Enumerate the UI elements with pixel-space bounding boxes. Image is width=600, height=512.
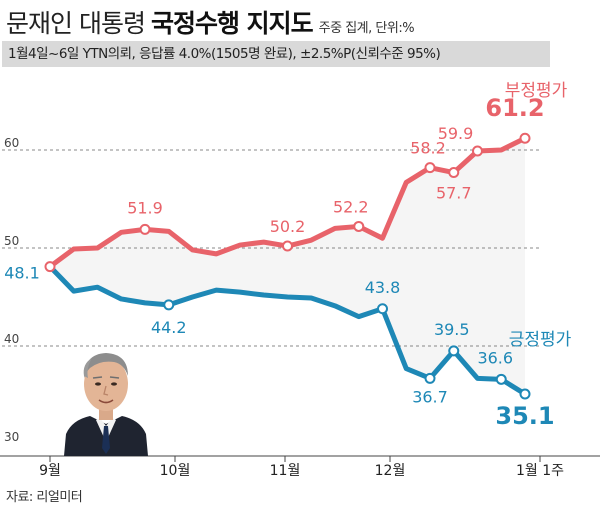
y-tick-label: 40 xyxy=(4,332,19,346)
data-point xyxy=(353,220,365,232)
gap-fill-layer xyxy=(50,138,525,395)
data-label: 59.9 xyxy=(438,124,474,143)
grid-layer: 30 40 50 60 xyxy=(2,136,540,444)
data-label: 36.7 xyxy=(412,387,448,406)
y-tick-label: 60 xyxy=(4,136,19,150)
data-label: 57.7 xyxy=(436,184,472,203)
data-point xyxy=(519,388,531,400)
data-label: 39.5 xyxy=(434,320,470,339)
x-tick-label: 12월 xyxy=(375,463,406,479)
x-tick-label: 10월 xyxy=(160,463,191,479)
x-tick-label: 11월 xyxy=(270,463,301,479)
data-label: 48.1 xyxy=(4,264,40,283)
data-point xyxy=(424,162,436,174)
data-point xyxy=(448,167,460,179)
y-tick-label: 30 xyxy=(4,430,19,444)
chart-title-part2: 국정수행 지지도 xyxy=(150,9,314,38)
title-row: 문재인 대통령 국정수행 지지도 주중 집계, 단위:% xyxy=(6,4,596,38)
data-label: 43.8 xyxy=(365,278,401,297)
data-point xyxy=(495,373,507,385)
data-label: 51.9 xyxy=(127,198,163,217)
axis-layer: 9월 10월 11월 12월 1월 1주 xyxy=(0,455,600,479)
data-point xyxy=(377,303,388,315)
survey-info-text: 1월4일~6일 YTN의뢰, 응답률 4.0%(1505명 완료), ±2.5%… xyxy=(8,46,441,62)
data-label: 52.2 xyxy=(333,197,369,216)
data-point xyxy=(139,223,151,235)
data-label: 61.2 xyxy=(485,94,544,122)
data-label: 35.1 xyxy=(495,402,554,430)
data-point xyxy=(282,240,293,252)
series-points xyxy=(44,132,531,400)
data-point xyxy=(448,345,460,357)
y-tick-label: 50 xyxy=(4,234,19,248)
chart-title-part1: 문재인 대통령 xyxy=(6,9,146,38)
data-point xyxy=(472,145,483,157)
legend-label: 부정평가 xyxy=(505,81,568,101)
legend-label: 긍정평가 xyxy=(509,330,572,350)
x-tick-label: 1월 1주 xyxy=(516,463,564,479)
data-label: 58.2 xyxy=(410,139,446,158)
data-label: 44.2 xyxy=(151,318,187,337)
data-point xyxy=(44,261,56,273)
survey-info-bar: 1월4일~6일 YTN의뢰, 응답률 4.0%(1505명 완료), ±2.5%… xyxy=(2,41,550,67)
data-label: 50.2 xyxy=(270,217,306,236)
data-point xyxy=(163,299,175,311)
president-portrait-avatar xyxy=(60,338,152,456)
chart-title-note: 주중 집계, 단위:% xyxy=(318,21,415,36)
x-tick-label: 9월 xyxy=(39,463,61,479)
data-point xyxy=(519,132,531,144)
positive-series-line xyxy=(47,264,528,397)
data-labels: 48.1 51.9 50.2 52.2 58.2 57.7 59.9 61.2 44.2 43.8… xyxy=(4,94,554,430)
data-label: 36.6 xyxy=(477,348,513,367)
source-note: 자료: 리얼미터 xyxy=(6,490,83,505)
data-point xyxy=(424,372,436,384)
gap-fill-area xyxy=(50,138,525,395)
